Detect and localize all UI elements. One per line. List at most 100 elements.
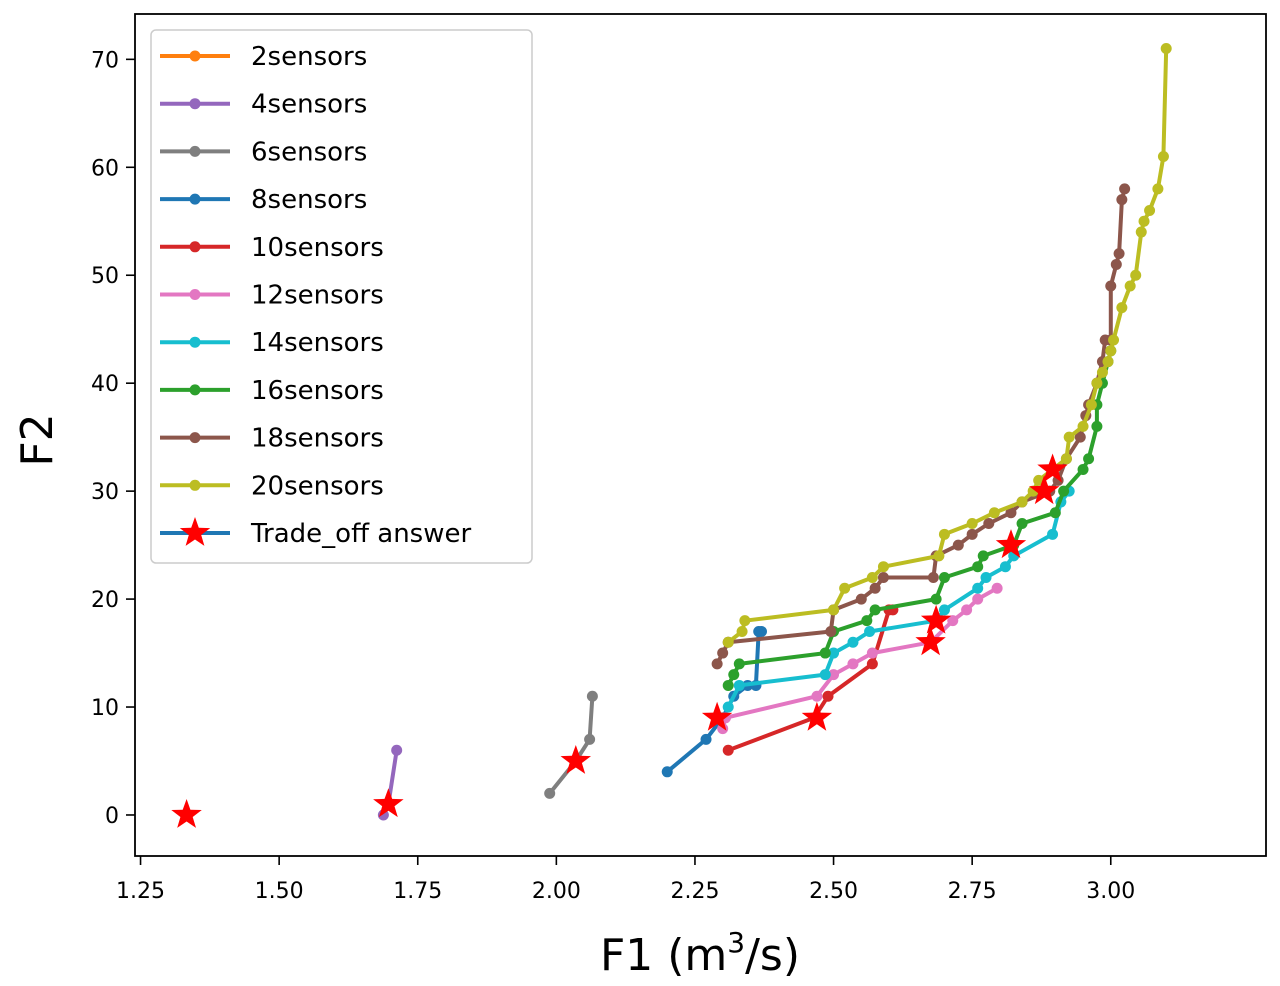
tradeoff-star-point [995,529,1027,559]
legend-item-trade-off-answer: Trade_off answer [160,517,471,549]
legend-label: 8sensors [251,185,367,215]
x-tick-label: 2.75 [948,879,997,904]
18sensors-point [1005,507,1017,519]
14sensors-point [733,679,745,691]
18sensors-point [1105,280,1117,292]
20sensors-point [1085,399,1097,411]
legend-box [150,29,533,564]
20sensors-point [1063,431,1075,443]
20sensors-point [736,625,748,637]
20sensors-point [1060,453,1072,465]
legend-item-18sensors: 18sensors [160,424,384,454]
20sensors-point [933,550,945,562]
12sensors-point [847,658,859,670]
legend-label: 14sensors [251,328,384,358]
16sensors-point [1049,507,1061,519]
18sensors-point [1074,431,1086,443]
20sensors-point [877,561,889,573]
16sensors-point [1077,464,1089,476]
plot-content [171,43,1172,828]
legend-swatch-marker [189,289,201,300]
14sensors-point [819,669,831,681]
16sensors-point [972,561,984,573]
x-tick-label: 2.50 [809,879,858,904]
x-tick-label: 2.25 [670,879,719,904]
16sensors-point [938,571,950,583]
x-tick-label: 3.00 [1086,879,1135,904]
tradeoff-star-point [560,745,591,774]
legend-item-16sensors: 16sensors [160,376,384,406]
x-tick-label: 1.25 [116,879,165,904]
16sensors-line [726,350,1113,687]
y-tick-label: 0 [105,804,119,829]
18sensors-point [877,571,889,583]
18sensors-point [711,658,723,670]
legend-label: Trade_off answer [250,519,471,549]
legend-item-10sensors: 10sensors [160,233,384,263]
16sensors-point [977,550,989,562]
20sensors-point [1124,280,1136,292]
legend-label: 18sensors [251,424,384,454]
20sensors-point [1157,150,1169,162]
12sensors-point [961,604,973,616]
tradeoff-star-point [701,701,733,731]
14sensors-point [847,636,859,648]
tradeoff-star-point [920,604,952,634]
18sensors-point [825,625,837,637]
20sensors-point [1102,356,1114,368]
18sensors-point [1113,248,1125,260]
legend-swatch-marker [189,479,201,491]
20sensors-point [1091,377,1103,389]
20sensors-point [1108,334,1120,346]
legend-swatch-marker [189,50,201,62]
20sensors-point [839,582,851,594]
18sensors-line [715,188,1127,665]
20sensors-line [726,48,1169,644]
legend-swatch-marker [189,145,201,157]
legend-label: 4sensors [251,90,367,120]
10sensors-point [722,744,734,756]
14sensors-point [828,647,840,659]
18sensors-point [966,528,978,540]
legend: 2sensors 4sensors 6sensors 8sensors 10sensor… [150,29,533,564]
14sensors-point [938,604,950,616]
legend-swatch-marker [189,336,201,348]
tradeoff-star-point [171,799,202,828]
18sensors-point [1110,258,1122,270]
20sensors-point [1105,345,1117,357]
20sensors-point [1116,302,1128,314]
8sensors-point [661,766,673,778]
legend-item-12sensors: 12sensors [160,281,384,311]
20sensors-point [828,604,840,616]
series-20sensors [722,43,1172,648]
legend-item-8sensors: 8sensors [160,185,367,215]
12sensors-line [720,586,999,730]
y-axis: 0 10 20 30 40 50 60 70 [91,48,135,829]
14sensors-point [722,701,734,713]
16sensors-point [1091,420,1103,432]
12sensors-point [811,690,823,702]
20sensors-point [966,518,978,530]
20sensors-point [1144,204,1156,216]
18sensors-point [717,647,729,659]
tradeoff-star-point [915,626,946,656]
legend-swatch-marker [189,193,201,205]
series-14sensors [722,485,1075,713]
20sensors-point [1160,43,1172,55]
y-tick-label: 70 [91,48,119,73]
6sensors-line [548,696,595,795]
y-tick-label: 60 [91,156,119,181]
legend-label: 2sensors [251,42,367,72]
16sensors-point [728,669,740,681]
12sensors-point [972,593,984,605]
18sensors-point [983,518,995,530]
x-tick-label: 1.50 [255,879,304,904]
18sensors-point [1116,194,1128,206]
x-tick-label: 2.00 [532,879,581,904]
x-axis-title: F1 (m3/s) [600,926,800,981]
x-tick-label: 1.75 [393,879,442,904]
legend-swatch-marker [189,384,201,396]
16sensors-point [733,658,745,670]
20sensors-point [1096,366,1108,378]
